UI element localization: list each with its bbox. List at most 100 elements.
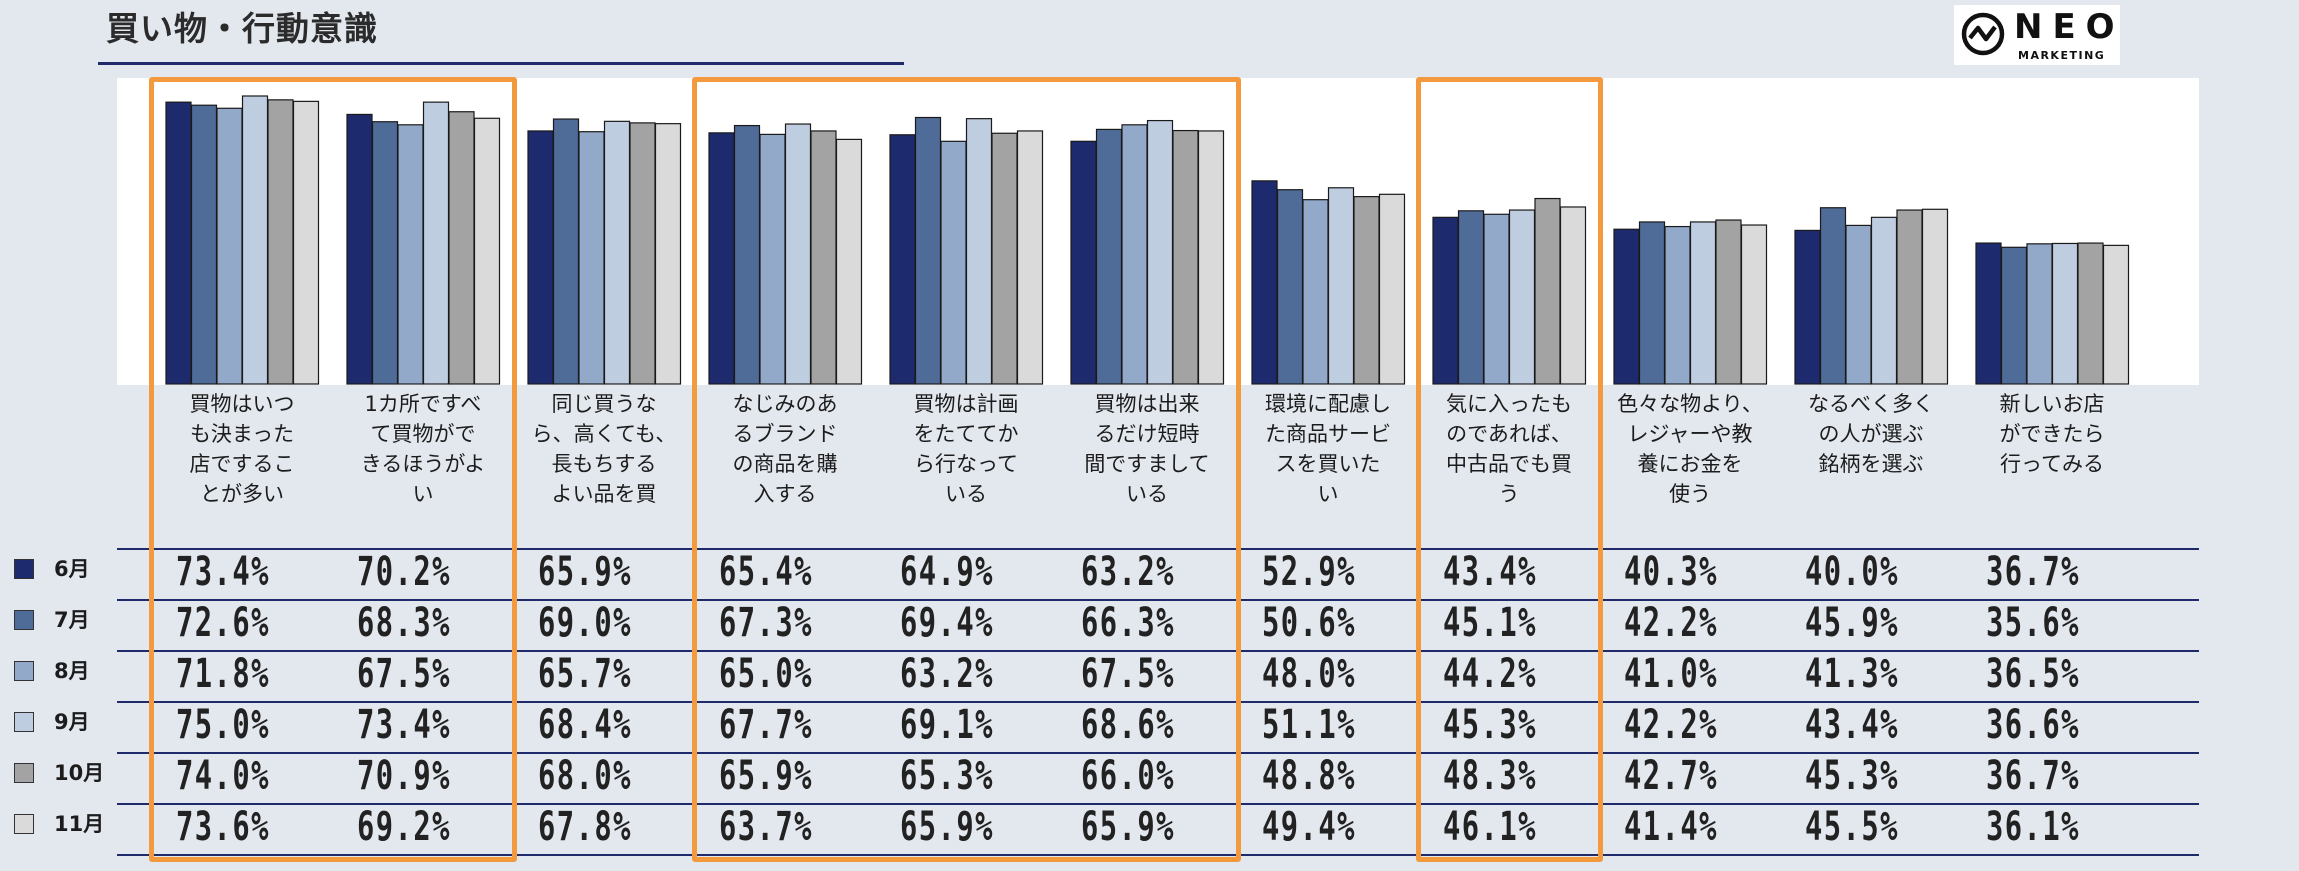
bar-6月-1 <box>346 113 373 385</box>
table-cell: 69.2% <box>357 804 451 850</box>
category-label-line: よい品を買 <box>551 482 657 506</box>
table-cell: 41.3% <box>1805 651 1899 697</box>
table-cell: 46.1% <box>1443 804 1537 850</box>
table-cell: 68.0% <box>538 753 632 799</box>
bar-11月-3 <box>835 138 863 385</box>
table-cell: 42.2% <box>1624 702 1718 748</box>
bar-11月-0 <box>292 100 320 385</box>
bar-6月-0 <box>165 101 192 385</box>
table-cell: 73.4% <box>357 702 451 748</box>
bar-8月-5 <box>1121 124 1148 385</box>
bar-9月-1 <box>422 101 450 385</box>
logo-wordmark: NEO <box>2014 7 2125 47</box>
bar-7月-7 <box>1457 210 1485 385</box>
category-label-line: いる <box>1126 482 1168 506</box>
category-label-line: きるほうがよ <box>360 452 486 476</box>
bar-6月-10 <box>1975 242 2002 385</box>
bar-8月-7 <box>1483 213 1510 385</box>
category-label-line: るだけ短時 <box>1094 422 1200 446</box>
legend-label: 6月 <box>54 557 90 581</box>
table-cell: 40.3% <box>1624 549 1718 595</box>
bar-7月-4 <box>914 116 942 385</box>
table-cell: 65.4% <box>719 549 813 595</box>
table-cell: 45.5% <box>1805 804 1899 850</box>
table-cell: 65.7% <box>538 651 632 697</box>
bar-11月-5 <box>1197 130 1225 385</box>
bar-7月-9 <box>1819 207 1847 385</box>
bar-11月-6 <box>1378 193 1406 385</box>
category-label-line: なじみのあ <box>732 392 838 416</box>
category-label-line: 長もちする <box>551 452 657 476</box>
category-label-line: レジャーや教 <box>1627 422 1753 446</box>
legend-label: 11月 <box>54 812 105 836</box>
page-title: 買い物・行動意識 <box>106 9 378 48</box>
table-cell: 66.0% <box>1081 753 1175 799</box>
bar-8月-9 <box>1845 224 1872 385</box>
legend-swatch <box>14 559 34 579</box>
table-cell: 72.6% <box>176 600 270 646</box>
category-label-line: も決まった <box>189 422 295 446</box>
category-label-line: ができたら <box>1999 422 2105 446</box>
table-cell: 36.5% <box>1986 651 2080 697</box>
table-cell: 70.9% <box>357 753 451 799</box>
table-cell: 65.9% <box>719 753 813 799</box>
bar-8月-3 <box>759 133 786 385</box>
table-cell: 36.1% <box>1986 804 2080 850</box>
bar-6月-9 <box>1794 229 1821 385</box>
table-cell: 69.4% <box>900 600 994 646</box>
category-label-line: ら行なって <box>914 452 1018 476</box>
category-label-line: 新しいお店 <box>1999 392 2105 416</box>
table-cell: 75.0% <box>176 702 270 748</box>
bar-11月-10 <box>2102 244 2130 385</box>
table-cell: 36.7% <box>1986 549 2080 595</box>
table-cell: 36.7% <box>1986 753 2080 799</box>
table-cell: 67.7% <box>719 702 813 748</box>
category-label-line: い <box>1317 482 1339 506</box>
category-label: 新しいお店 ができたら 行ってみる <box>1970 389 2134 479</box>
bar-11月-4 <box>1016 130 1044 385</box>
bar-6月-4 <box>889 134 916 385</box>
legend-swatch <box>14 610 34 630</box>
table-cell: 48.0% <box>1262 651 1356 697</box>
table-cell: 45.3% <box>1443 702 1537 748</box>
table-cell: 68.3% <box>357 600 451 646</box>
category-label-line: 買物は出来 <box>1094 392 1200 416</box>
bar-11月-8 <box>1740 224 1768 385</box>
bar-7月-5 <box>1095 128 1123 385</box>
bar-6月-6 <box>1251 180 1278 385</box>
bar-9月-0 <box>241 95 269 385</box>
bar-11月-9 <box>1921 208 1949 385</box>
legend-swatch <box>14 763 34 783</box>
table-row-divider <box>117 752 2199 754</box>
table-row-divider <box>117 803 2199 805</box>
table-cell: 65.9% <box>900 804 994 850</box>
category-label: 1カ所ですべ て買物がで きるほうがよい <box>341 389 505 509</box>
category-label: 同じ買うな ら、高くても、 長もちする よい品を買 <box>522 389 686 509</box>
table-cell: 52.9% <box>1262 549 1356 595</box>
category-label: 環境に配慮し た商品サービ スを買いたい <box>1246 389 1410 509</box>
table-cell: 44.2% <box>1443 651 1537 697</box>
table-row-divider <box>117 650 2199 652</box>
table-cell: 35.6% <box>1986 600 2080 646</box>
category-label-line: スを買いた <box>1275 452 1381 476</box>
category-label-line: う <box>1498 482 1520 506</box>
bar-10月-9 <box>1896 209 1923 385</box>
table-cell: 69.1% <box>900 702 994 748</box>
table-cell: 41.0% <box>1624 651 1718 697</box>
category-label-line: 1カ所ですべ <box>364 392 482 416</box>
table-cell: 67.5% <box>1081 651 1175 697</box>
table-cell: 45.1% <box>1443 600 1537 646</box>
category-label-line: 銘柄を選ぶ <box>1818 452 1924 476</box>
bar-6月-7 <box>1432 216 1459 385</box>
category-label-line: 中古品でも買 <box>1446 452 1572 476</box>
table-cell: 67.3% <box>719 600 813 646</box>
table-cell: 73.4% <box>176 549 270 595</box>
category-label-line: の商品を購 <box>732 452 838 476</box>
category-label-line: 同じ買うな <box>551 392 657 416</box>
table-cell: 73.6% <box>176 804 270 850</box>
title-underline <box>98 62 904 65</box>
table-cell: 48.3% <box>1443 753 1537 799</box>
bar-7月-2 <box>552 118 580 385</box>
bar-8月-6 <box>1302 199 1329 385</box>
table-cell: 63.2% <box>1081 549 1175 595</box>
